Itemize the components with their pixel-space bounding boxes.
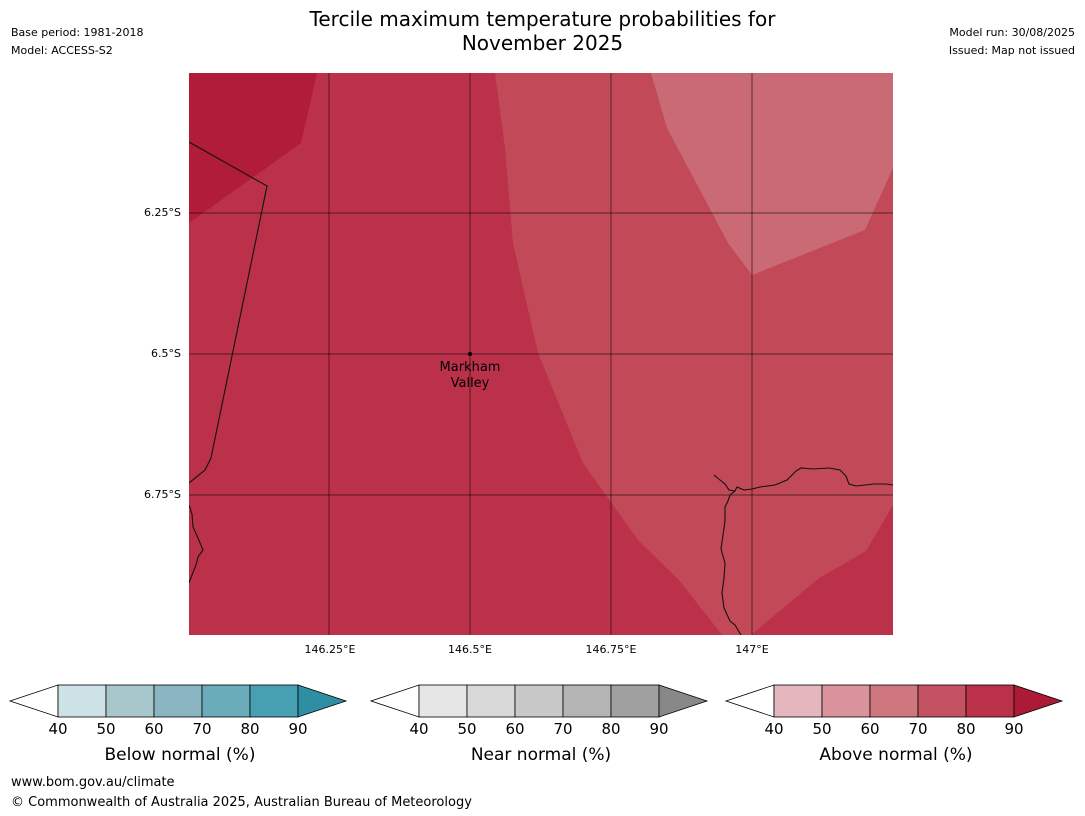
colorbar-segment: [466, 684, 516, 718]
colorbar-tick-label: 80: [601, 720, 621, 738]
colorbar-graphic: [8, 684, 348, 718]
markham-valley-label: Markham Valley: [420, 360, 520, 392]
colorbar-segment: [869, 684, 919, 718]
gulf-west-coastline: [720, 490, 742, 635]
meta-left: Base period: 1981-2018 Model: ACCESS-S2: [11, 24, 143, 60]
lon-label-146-5: 146.5°E: [448, 643, 492, 656]
colorbar-segment: [57, 684, 107, 718]
colorbar-tick-label: 90: [1004, 720, 1024, 738]
colorbar-segment: [562, 684, 612, 718]
coastline-borders: [189, 141, 893, 635]
colorbar-title: Above normal (%): [819, 745, 973, 765]
colorbar-segment: [105, 684, 155, 718]
above-50-60-zone: [651, 73, 893, 275]
colorbar-tick-label: 90: [288, 720, 308, 738]
model-name: Model: ACCESS-S2: [11, 44, 113, 57]
colorbar-high-extension: [1013, 684, 1064, 718]
issued-status: Issued: Map not issued: [948, 44, 1075, 57]
model-run: Model run: 30/08/2025: [949, 26, 1075, 39]
west-coastline: [189, 504, 204, 584]
colorbar-graphic: [369, 684, 709, 718]
colorbar-segment: [965, 684, 1015, 718]
colorbar-tick-label: 70: [553, 720, 573, 738]
colorbar-segment: [610, 684, 660, 718]
colorbar-tick-label: 50: [457, 720, 477, 738]
place-label-line-2: Valley: [450, 376, 490, 391]
title-line-2: November 2025: [461, 31, 624, 55]
colorbar-low-extension: [8, 684, 59, 718]
colorbar-segment: [201, 684, 251, 718]
colorbar-tick-label: 40: [764, 720, 784, 738]
map-title: Tercile maximum temperature probabilitie…: [0, 7, 1085, 55]
colorbar-segment: [418, 684, 468, 718]
lon-label-146-25: 146.25°E: [304, 643, 356, 656]
colorbar-segment: [917, 684, 967, 718]
colorbar-tick-label: 40: [48, 720, 68, 738]
probability-map[interactable]: [189, 73, 893, 635]
colorbar-segment: [249, 684, 299, 718]
colorbar-low-extension: [369, 684, 420, 718]
colorbar-title: Below normal (%): [104, 745, 256, 765]
colorbar-tick-label: 90: [649, 720, 669, 738]
colorbar-tick-label: 50: [96, 720, 116, 738]
above-80-90-zone: [189, 73, 317, 223]
colorbar-tick-label: 60: [144, 720, 164, 738]
colorbar-tick-label: 50: [812, 720, 832, 738]
colorbar-low-extension: [724, 684, 775, 718]
colorbar-tick-label: 80: [240, 720, 260, 738]
colorbar-segment: [773, 684, 823, 718]
below-normal-colorbar: 40 50 60 70 80 90 Below normal (%): [8, 684, 350, 765]
colorbar-tick-label: 70: [908, 720, 928, 738]
colorbar-tick-label: 70: [192, 720, 212, 738]
map-canvas: [189, 73, 893, 635]
colorbar-title: Near normal (%): [470, 745, 612, 765]
lat-label-6-5: 6.5°S: [151, 347, 181, 360]
near-normal-colorbar: 40 50 60 70 80 90 Near normal (%): [369, 684, 711, 765]
colorbar-segment: [514, 684, 564, 718]
lat-label-6-25: 6.25°S: [144, 206, 181, 219]
colorbar-tick-label: 60: [860, 720, 880, 738]
base-period: Base period: 1981-2018: [11, 26, 144, 39]
meta-right: Model run: 30/08/2025 Issued: Map not is…: [949, 24, 1075, 60]
colorbar-high-extension: [658, 684, 709, 718]
markham-valley-marker[interactable]: [468, 352, 472, 356]
lat-label-6-75: 6.75°S: [144, 488, 181, 501]
lon-label-146-75: 146.75°E: [585, 643, 637, 656]
lon-label-147: 147°E: [735, 643, 769, 656]
colorbar-graphic: [724, 684, 1064, 718]
title-line-1: Tercile maximum temperature probabilitie…: [309, 7, 776, 31]
colorbar-tick-label: 60: [505, 720, 525, 738]
border-line: [189, 141, 268, 484]
colorbar-high-extension: [297, 684, 348, 718]
huon-gulf-coastline: [713, 467, 893, 492]
above-normal-colorbar: 40 50 60 70 80 90 Above normal (%): [724, 684, 1066, 765]
colorbar-segment: [821, 684, 871, 718]
place-label-line-1: Markham: [439, 360, 501, 375]
footer-copyright: © Commonwealth of Australia 2025, Austra…: [11, 795, 472, 810]
footer-url[interactable]: www.bom.gov.au/climate: [11, 775, 175, 790]
colorbar-tick-label: 80: [956, 720, 976, 738]
colorbar-tick-label: 40: [409, 720, 429, 738]
colorbar-segment: [153, 684, 203, 718]
